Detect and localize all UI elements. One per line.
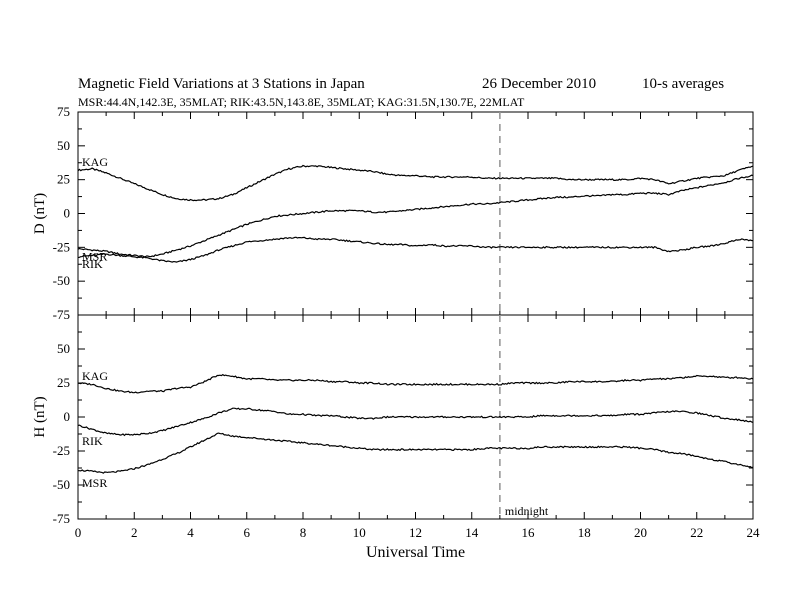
y-tick-label-D: -25 [53, 239, 70, 254]
x-tick-label: 16 [522, 525, 536, 540]
chart-averaging: 10-s averages [642, 76, 724, 92]
station-info: MSR:44.4N,142.3E, 35MLAT; RIK:43.5N,143.… [78, 95, 525, 109]
series-line-D-kag [77, 164, 754, 202]
y-tick-label-H: -75 [53, 511, 70, 526]
series-line-H-rik [77, 407, 754, 437]
x-tick-label: 14 [465, 525, 479, 540]
y-tick-label-D: -75 [53, 307, 70, 322]
x-tick-label: 18 [578, 525, 591, 540]
chart-date: 26 December 2010 [482, 76, 596, 92]
series-line-D-rik [77, 236, 754, 263]
y-tick-label-H: 50 [57, 341, 70, 356]
y-tick-label-H: 0 [64, 409, 71, 424]
y-tick-label-D: -50 [53, 273, 70, 288]
series-label-H-msr: MSR [82, 476, 107, 490]
chart-title: Magnetic Field Variations at 3 Stations … [78, 76, 365, 92]
y-tick-label-D: 75 [57, 104, 70, 119]
y-tick-label-H: -50 [53, 477, 70, 492]
y-tick-label-D: 0 [64, 206, 71, 221]
x-tick-label: 8 [300, 525, 307, 540]
series-label-D-rik: RIK [82, 257, 103, 271]
x-tick-label: 6 [244, 525, 251, 540]
series-label-D-kag: KAG [82, 155, 108, 169]
series-line-H-msr [78, 432, 754, 474]
x-tick-label: 20 [634, 525, 647, 540]
x-tick-label: 22 [690, 525, 703, 540]
y-tick-label-H: -25 [53, 443, 70, 458]
series-line-H-kag [78, 373, 754, 394]
x-tick-label: 0 [75, 525, 82, 540]
x-tick-label: 2 [131, 525, 138, 540]
series-label-D-msr: MSR [82, 250, 107, 264]
series-label-H-kag: KAG [82, 369, 108, 383]
x-tick-label: 12 [409, 525, 422, 540]
y-tick-label-H: 25 [57, 375, 70, 390]
midnight-annotation: midnight [505, 504, 549, 518]
y-axis-label-H: H (nT) [32, 396, 48, 437]
y-tick-label-D: 50 [57, 138, 70, 153]
panel-frame-D [77, 111, 754, 316]
x-tick-label: 10 [353, 525, 366, 540]
y-axis-label-D: D (nT) [32, 193, 48, 234]
x-tick-label: 24 [747, 525, 761, 540]
x-tick-label: 4 [187, 525, 194, 540]
x-axis-label: Universal Time [366, 544, 465, 561]
series-line-D-msr [77, 174, 754, 258]
series-label-H-rik: RIK [82, 434, 103, 448]
y-tick-label-D: 25 [57, 172, 70, 187]
